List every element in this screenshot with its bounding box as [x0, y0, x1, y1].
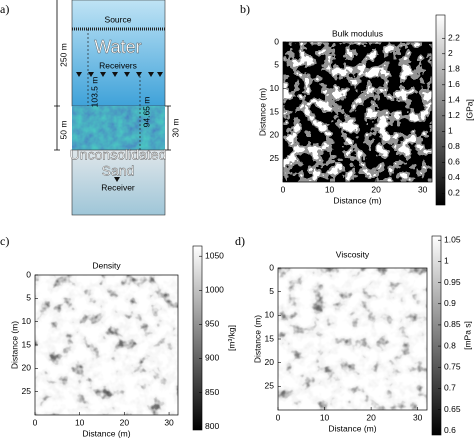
- colorbar-label: [GPa]: [464, 99, 474, 121]
- colorbar-tick-label: 900: [205, 353, 219, 363]
- y-tick-label: 25: [265, 381, 275, 391]
- x-tick-label: 10: [75, 417, 85, 427]
- x-tick-label: 30: [418, 184, 428, 194]
- y-tick-label: 15: [22, 339, 32, 349]
- y-tick-label: 5: [26, 293, 31, 303]
- heatmap-field: [278, 268, 427, 410]
- colorbar-tick-label: 2.2: [448, 33, 460, 43]
- y-tick-label: 20: [270, 130, 280, 140]
- y-axis-label: Distance (m): [9, 321, 19, 369]
- y-tick-label: 15: [265, 333, 275, 343]
- colorbar-tick-label: 950: [205, 319, 219, 329]
- x-tick-label: 30: [413, 412, 423, 422]
- x-tick-label: 0: [33, 417, 38, 427]
- panel-label: d): [235, 234, 245, 248]
- heatmap-panel: b) Bulk modulus 0 10 20 30 0 5 10 15 20 25 Distance …: [240, 2, 474, 206]
- water-label: Water: [94, 37, 141, 57]
- y-tick-label: 10: [265, 310, 275, 320]
- colorbar-tick-label: 1.2: [448, 110, 460, 120]
- colorbar-tick-label: 0.6: [444, 425, 456, 435]
- colorbar-tick-label: 800: [205, 421, 219, 431]
- source-label: Source: [105, 14, 132, 24]
- y-tick-label: 25: [270, 153, 280, 163]
- colorbar-tick-label: 2: [448, 48, 453, 58]
- x-tick-label: 0: [281, 184, 286, 194]
- x-axis-label: Distance (m): [82, 428, 130, 438]
- y-tick-label: 5: [269, 286, 274, 296]
- colorbar-label: [mPa s]: [462, 321, 472, 350]
- y-tick-label: 20: [265, 357, 275, 367]
- y-tick-label: 25: [22, 386, 32, 396]
- colorbar: [431, 235, 442, 436]
- heatmap-field: [283, 42, 432, 182]
- sand-layer: [71, 149, 166, 216]
- x-tick-label: 10: [325, 184, 335, 194]
- colorbar-tick-label: 1: [448, 126, 453, 136]
- panel-label: c): [0, 234, 9, 248]
- x-tick-label: 20: [120, 417, 130, 427]
- colorbar-tick-label: 1.05: [444, 234, 461, 244]
- y-tick-label: 0: [274, 36, 279, 46]
- receivers-label: Receivers: [99, 60, 137, 70]
- chart-title: Viscosity: [336, 249, 370, 259]
- colorbar-tick-label: 1000: [205, 285, 224, 295]
- colorbar-tick-label: 0.75: [444, 362, 461, 372]
- dimension-label: 50 m: [58, 121, 68, 140]
- colorbar-tick-label: 850: [205, 387, 219, 397]
- colorbar-tick-label: 0.6: [448, 157, 460, 167]
- y-tick-label: 20: [22, 363, 32, 373]
- y-tick-label: 0: [26, 269, 31, 279]
- colorbar-tick-label: 1.6: [448, 79, 460, 89]
- y-axis-label: Distance (m): [252, 315, 262, 363]
- chart-title: Bulk modulus: [332, 28, 383, 38]
- heatmap-field: [35, 275, 178, 415]
- colorbar-tick-label: 1.8: [448, 64, 460, 74]
- y-tick-label: 10: [270, 83, 280, 93]
- colorbar-tick-label: 1050: [205, 250, 224, 260]
- x-tick-label: 30: [164, 417, 174, 427]
- receiver-label: Receiver: [101, 182, 135, 192]
- colorbar-label: [m³/kg]: [226, 325, 236, 351]
- y-tick-label: 5: [274, 60, 279, 70]
- dimension-label: 103.5 m: [89, 77, 99, 108]
- dimension-label: 30 m: [170, 119, 180, 138]
- panel-label: b): [240, 2, 250, 16]
- heatmap-panel: c) Density 0 10 20 30 0 5 10 15 20 25 Distance (m) Di…: [0, 234, 236, 439]
- x-tick-label: 0: [276, 412, 281, 422]
- sediment-texture: [72, 106, 165, 150]
- dimension-label: 250 m: [58, 43, 68, 67]
- y-axis-label: Distance (m): [257, 88, 267, 136]
- x-tick-label: 20: [366, 412, 376, 422]
- colorbar-tick-label: 0.7: [444, 383, 456, 393]
- panel-label: a): [0, 2, 9, 16]
- y-tick-label: 10: [22, 316, 32, 326]
- dimension-bars: [54, 0, 171, 151]
- colorbar-tick-label: 0.95: [444, 277, 461, 287]
- colorbar-tick-label: 0.4: [448, 172, 460, 182]
- y-tick-label: 15: [270, 106, 280, 116]
- colorbar-tick-label: 0.8: [448, 141, 460, 151]
- water-layer: [71, 0, 166, 107]
- y-tick-label: 0: [269, 262, 274, 272]
- colorbar: [435, 14, 446, 206]
- x-tick-label: 10: [320, 412, 330, 422]
- colorbar: [192, 245, 203, 431]
- dimension-label: 94.65 m: [141, 97, 151, 128]
- colorbar-tick-label: 1: [444, 256, 449, 266]
- colorbar-tick-label: 0.8: [444, 340, 456, 350]
- colorbar-tick-label: 0.65: [444, 404, 461, 414]
- sand-label: Unconsolidated: [70, 147, 167, 163]
- colorbar-tick-label: 0.85: [444, 319, 461, 329]
- chart-title: Density: [92, 260, 121, 270]
- schematic: a) Source Water Receivers Unconsolidated…: [0, 0, 180, 216]
- heatmap-panel: d) Viscosity 0 10 20 30 0 5 10 15 20 25 Distance (m)…: [235, 234, 472, 436]
- sand-label: Sand: [102, 163, 135, 179]
- x-axis-label: Distance (m): [333, 195, 381, 205]
- x-tick-label: 20: [371, 184, 381, 194]
- colorbar-tick-label: 1.4: [448, 95, 460, 105]
- x-axis-label: Distance (m): [328, 423, 376, 433]
- colorbar-tick-label: 0.9: [444, 298, 456, 308]
- colorbar-tick-label: 0.2: [448, 188, 460, 198]
